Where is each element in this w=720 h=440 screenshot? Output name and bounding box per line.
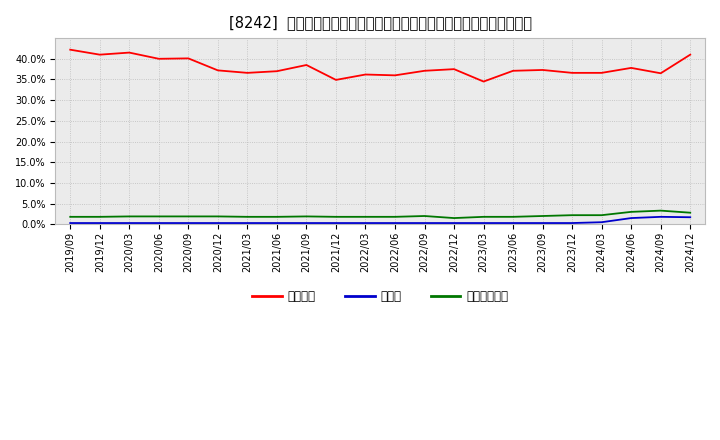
Legend: 自己資本, のれん, 繰延税金資産: 自己資本, のれん, 繰延税金資産 [248, 285, 513, 308]
Title: [8242]  自己資本、のれん、繰延税金資産の総資産に対する比率の推移: [8242] 自己資本、のれん、繰延税金資産の総資産に対する比率の推移 [229, 15, 532, 30]
